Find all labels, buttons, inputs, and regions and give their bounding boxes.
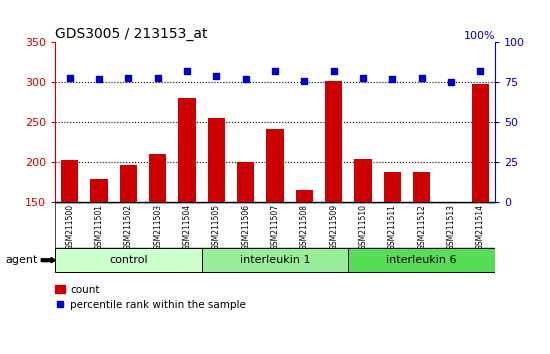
Bar [325,81,343,202]
Bar [413,172,431,202]
Point [183,68,191,74]
Bar [119,165,137,202]
Text: GSM211511: GSM211511 [388,204,397,250]
Bar [149,154,167,202]
Bar [354,159,372,202]
Point [212,73,221,79]
FancyBboxPatch shape [348,248,495,272]
Text: GSM211503: GSM211503 [153,204,162,250]
Text: GSM211506: GSM211506 [241,204,250,250]
FancyBboxPatch shape [55,248,202,272]
Text: GSM211510: GSM211510 [359,204,367,250]
Text: GSM211505: GSM211505 [212,204,221,250]
Bar [90,179,108,202]
Point [388,76,397,82]
Bar [178,98,196,202]
Point [359,75,367,80]
Point [271,68,279,74]
Text: control: control [109,255,147,265]
FancyBboxPatch shape [202,248,348,272]
Bar [471,84,489,202]
Text: GSM211501: GSM211501 [95,204,103,250]
Text: GSM211504: GSM211504 [183,204,191,250]
Point [65,75,74,80]
Text: GSM211502: GSM211502 [124,204,133,250]
Bar [237,162,255,202]
Bar [383,172,401,202]
Text: GDS3005 / 213153_at: GDS3005 / 213153_at [55,28,207,41]
Point [241,76,250,82]
Point [153,75,162,80]
Point [447,80,455,85]
Legend: count, percentile rank within the sample: count, percentile rank within the sample [54,285,246,310]
Point [476,68,485,74]
Text: agent: agent [6,255,38,265]
Bar [207,118,225,202]
Text: GSM211509: GSM211509 [329,204,338,250]
Point [300,78,309,84]
Bar [61,160,79,202]
Point [95,76,103,82]
Text: GSM211508: GSM211508 [300,204,309,250]
Bar [295,190,313,202]
Bar [266,129,284,202]
Point [417,75,426,80]
Text: GSM211512: GSM211512 [417,204,426,250]
Text: GSM211514: GSM211514 [476,204,485,250]
Text: 100%: 100% [463,31,495,41]
Text: GSM211507: GSM211507 [271,204,279,250]
Text: GSM211500: GSM211500 [65,204,74,250]
Point [124,75,133,80]
Point [329,68,338,74]
Text: interleukin 1: interleukin 1 [240,255,310,265]
Text: interleukin 6: interleukin 6 [387,255,457,265]
Text: GSM211513: GSM211513 [447,204,455,250]
